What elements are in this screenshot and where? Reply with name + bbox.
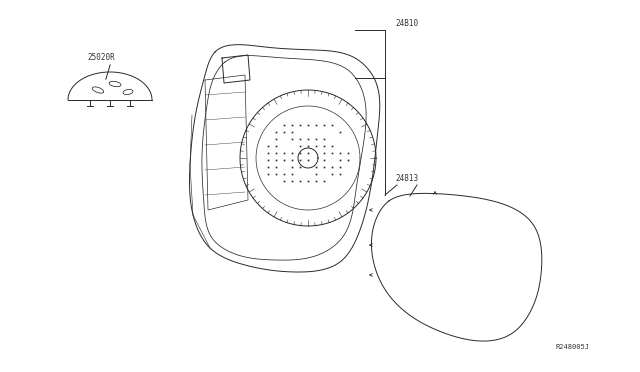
Text: 25020R: 25020R xyxy=(87,53,115,62)
Text: R248005J: R248005J xyxy=(555,344,589,350)
Text: 24B10: 24B10 xyxy=(395,19,418,28)
Text: 24813: 24813 xyxy=(395,174,418,183)
